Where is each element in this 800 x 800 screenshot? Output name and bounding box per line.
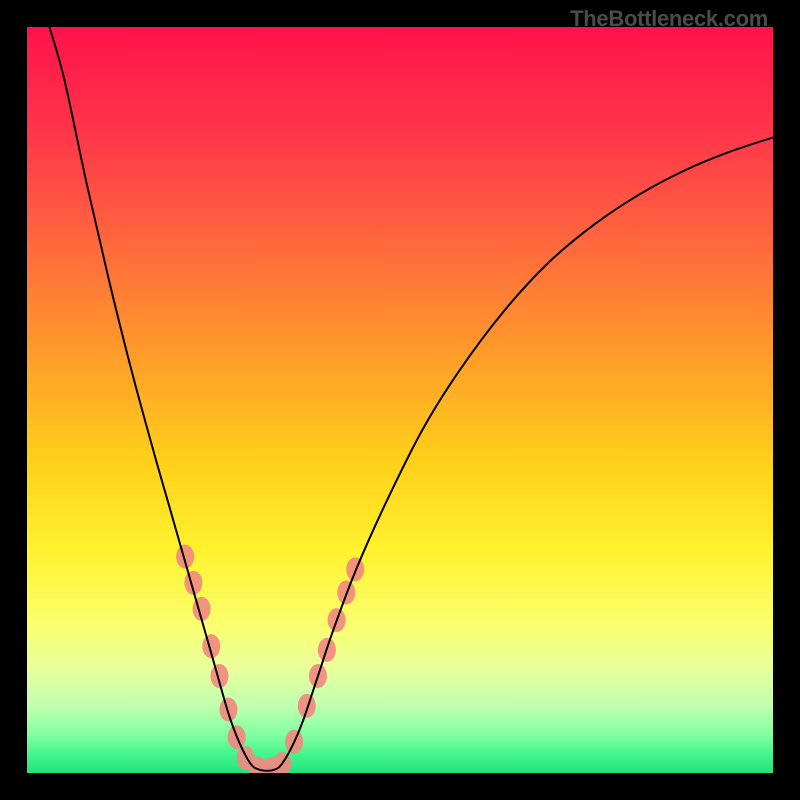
watermark: TheBottleneck.com [570,6,768,32]
frame: { "watermark": { "text": "TheBottleneck.… [0,0,800,800]
chart-canvas [27,27,773,773]
data-marker [298,694,316,718]
data-marker [219,698,237,722]
bottleneck-curve-chart [27,27,773,773]
